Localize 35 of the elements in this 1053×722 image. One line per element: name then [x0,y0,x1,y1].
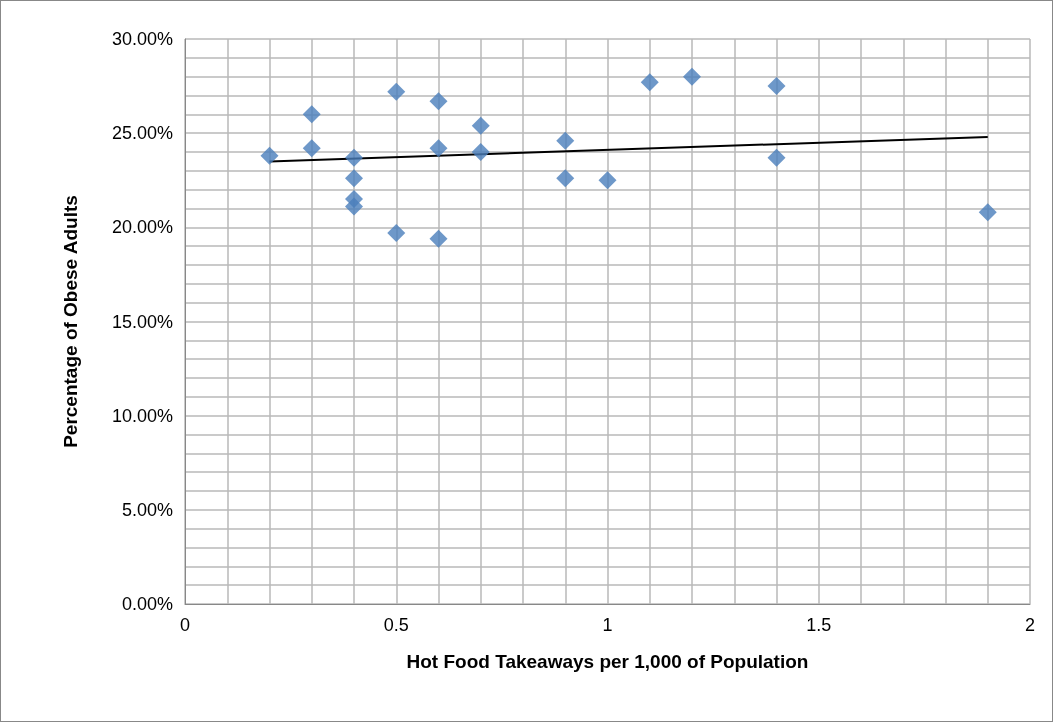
point [598,171,617,190]
point [345,148,363,167]
point [556,131,575,150]
point [471,143,490,161]
x-tick-label: 1 [602,615,613,635]
point [640,73,659,92]
y-tick-label: 25.00% [111,123,173,144]
point [429,92,448,111]
y-tick-label: 30.00% [111,29,173,49]
point [345,169,363,188]
point [345,197,363,216]
point [683,67,701,86]
point [471,116,490,135]
y-tick-label: 10.00% [111,405,173,426]
point [302,105,321,124]
x-tick-label: 1.5 [806,615,832,635]
point [767,148,786,167]
y-tick-label: 20.00% [111,217,173,238]
x-tick-label: 2 [1024,615,1036,635]
x-axis-title: Hot Food Takeaways per 1,000 of Population [406,651,809,672]
x-tick-label: 0.5 [383,615,409,635]
point [978,203,997,222]
point [429,229,448,248]
y-tick-label: 15.00% [111,311,173,332]
point [302,139,321,158]
point [767,77,786,96]
y-tick-label: 0.00% [121,594,173,614]
point [260,146,279,165]
point [429,139,448,158]
point [387,82,406,101]
y-tick-label: 5.00% [121,499,173,520]
point [556,169,575,188]
x-tick-label: 0 [179,615,191,635]
point [387,223,406,242]
y-axis-title: Percentage of Obese Adults [60,195,81,448]
